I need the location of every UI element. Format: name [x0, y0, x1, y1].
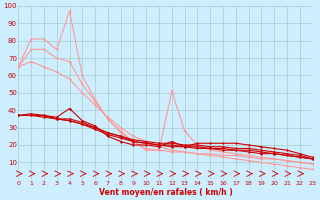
X-axis label: Vent moyen/en rafales ( km/h ): Vent moyen/en rafales ( km/h ) — [99, 188, 232, 197]
